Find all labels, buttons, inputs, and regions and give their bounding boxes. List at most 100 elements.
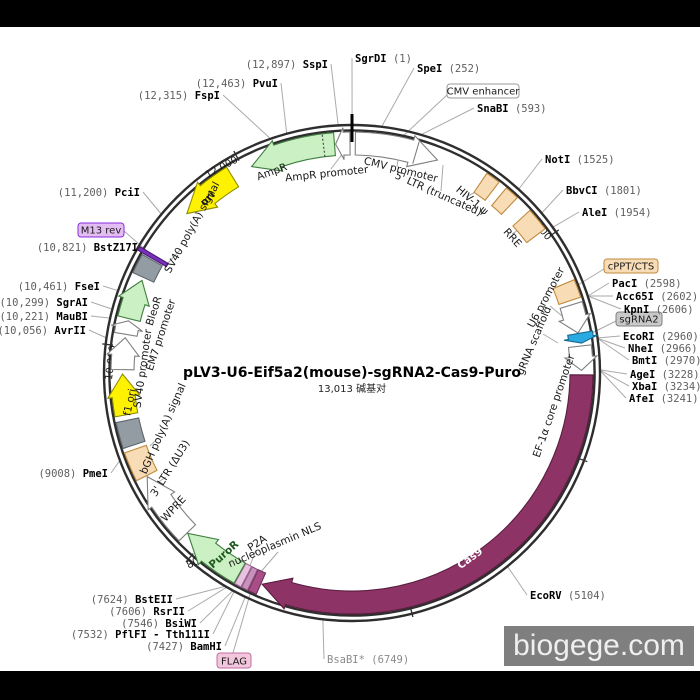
leader-SpeI xyxy=(381,67,415,127)
leader-AgeI xyxy=(600,369,628,375)
feature-sgrna2 xyxy=(563,330,598,344)
sv40-polya-label: SV40 poly(A) signal xyxy=(162,180,222,276)
letterbox-bottom xyxy=(0,671,700,700)
letterbox-top xyxy=(0,0,700,27)
feature-hiv1-psi-b xyxy=(490,187,519,216)
feature-cmv-5ltr xyxy=(354,131,439,168)
enzyme-EcoRV: EcoRV (5104) xyxy=(530,590,606,602)
flag-label: FLAG xyxy=(221,657,247,668)
leader-AfeI xyxy=(600,371,627,399)
enzyme-SgrAI: (10,299) SgrAI xyxy=(0,297,88,309)
enzyme-RsrII: (7606) RsrII xyxy=(109,606,185,618)
feature-ori xyxy=(186,166,240,215)
cmv-enhancer-label: CMV enhancer xyxy=(447,87,521,98)
feature-em7-promoter xyxy=(111,320,143,337)
connector-8 xyxy=(149,437,159,447)
enzyme-SnaBI: SnaBI (593) xyxy=(477,103,547,115)
leader-KpnI xyxy=(588,295,622,310)
leader-SspI xyxy=(330,63,339,125)
enzyme-FseI: (10,461) FseI xyxy=(18,281,100,293)
enzyme-PmeI: (9008) PmeI xyxy=(38,468,108,480)
feature-ef1a-core xyxy=(563,344,599,372)
feature-bgh-polya xyxy=(115,417,146,450)
leader-EcoRV xyxy=(507,566,528,596)
enzyme-PflFI - Tth111I: (7532) PflFI - Tth111I xyxy=(71,629,210,641)
enzyme-AfeI: AfeI (3241) xyxy=(629,393,699,405)
leader-BmtI xyxy=(598,338,630,361)
feature-ampr xyxy=(250,132,336,172)
enzyme-BstZ17I: (10,821) BstZ17I xyxy=(37,242,138,254)
enzyme-NotI: NotI (1525) xyxy=(545,154,615,166)
feature-puror xyxy=(186,532,247,584)
leader-MauBI xyxy=(90,315,110,319)
enzyme-AleI: AleI (1954) xyxy=(582,207,652,219)
feature-ampr-promoter xyxy=(334,127,351,160)
tick-8000 xyxy=(185,553,194,563)
plasmid-size: 13,013 碱基对 xyxy=(318,382,386,395)
m13-rev-label: M13 rev xyxy=(81,226,122,237)
enzyme-Acc65I: Acc65I (2602) xyxy=(616,291,698,303)
feature-f1-ori xyxy=(106,373,141,418)
plasmid-title: pLV3-U6-Eif5a2(mouse)-sgRNA2-Cas9-Puro xyxy=(183,365,521,381)
tick-12,000 xyxy=(233,150,240,162)
feature-rre xyxy=(512,209,546,244)
sgrna2-label: sgRNA2 xyxy=(619,315,658,326)
leader-RsrII xyxy=(187,587,227,612)
leader-BamHI xyxy=(224,597,246,647)
enzyme-AvrII: (10,056) AvrII xyxy=(0,325,86,337)
feature-p2a xyxy=(233,562,253,588)
divider-cmv-5ltr xyxy=(412,141,420,164)
sgrna2-label-box xyxy=(615,311,663,327)
enzyme-SpeI: SpeI (252) xyxy=(417,63,480,75)
cppt-cts-label-box xyxy=(603,258,659,274)
enzyme-NheI: NheI (2966) xyxy=(628,343,698,355)
leader-BbvCI xyxy=(541,189,564,213)
cppt-cts-label: cPPT/CTS xyxy=(608,262,654,273)
feature-bleor xyxy=(117,279,151,323)
leader-AleI xyxy=(553,211,580,228)
connector-0 xyxy=(330,152,344,170)
leader-BsiWI xyxy=(199,590,233,624)
m13-rev-label-box xyxy=(77,222,125,238)
connector-2 xyxy=(440,164,444,192)
leader-PacI xyxy=(588,282,610,296)
leader-XbaI xyxy=(600,370,630,387)
enzyme-XbaI: XbaI (3234) xyxy=(632,381,700,393)
enzyme-FspI: (12,315) FspI xyxy=(138,90,220,102)
enzyme-PvuI: (12,463) PvuI xyxy=(196,78,278,90)
leader-SnaBI xyxy=(422,107,475,135)
nls-label: nucleoplasmin NLS xyxy=(227,520,324,570)
connector-10 xyxy=(258,551,279,575)
leader-PvuI xyxy=(280,82,288,133)
connector-6 xyxy=(542,333,559,344)
connector-7 xyxy=(166,249,181,265)
enzyme-BsiWI: (7546) BsiWI xyxy=(121,618,197,630)
feature-cppt-cts xyxy=(552,278,582,306)
leader-flag-label xyxy=(232,590,252,654)
leader-SgrAI xyxy=(90,301,112,310)
watermark: biogege.com xyxy=(504,626,694,666)
tick-2000 xyxy=(549,229,560,237)
enzyme-BsaBI*: BsaBI* (6749) xyxy=(327,654,409,666)
enzyme-AgeI: AgeI (3228) xyxy=(630,369,700,381)
ampr-promoter-label: AmpR promoter xyxy=(285,164,370,185)
feature-sv40-promoter xyxy=(105,336,141,371)
leader-FspI xyxy=(222,94,271,139)
leader-PflFI - Tth111I xyxy=(212,591,235,635)
feature-wpre xyxy=(146,475,197,542)
feature-nucleoplasmin-nls xyxy=(240,566,259,591)
leader-PmeI xyxy=(110,461,120,474)
leader-NheI xyxy=(598,338,626,349)
enzyme-MauBI: (10,221) MauBI xyxy=(0,311,88,323)
f1-ori-label: f1 ori xyxy=(121,388,138,417)
enzyme-BamHI: (7427) BamHI xyxy=(146,641,222,653)
leader-BsaBI* xyxy=(322,620,325,660)
enzyme-KpnI: KpnI (2606) xyxy=(624,304,694,316)
enzyme-SgrDI: SgrDI (1) xyxy=(355,53,412,65)
leader-FseI xyxy=(102,285,118,291)
feature-m13-rev xyxy=(136,245,169,268)
enzyme-BmtI: BmtI (2970) xyxy=(632,355,700,367)
leader-BstEII xyxy=(175,586,225,600)
feature-3-ltr-du3 xyxy=(123,444,158,482)
